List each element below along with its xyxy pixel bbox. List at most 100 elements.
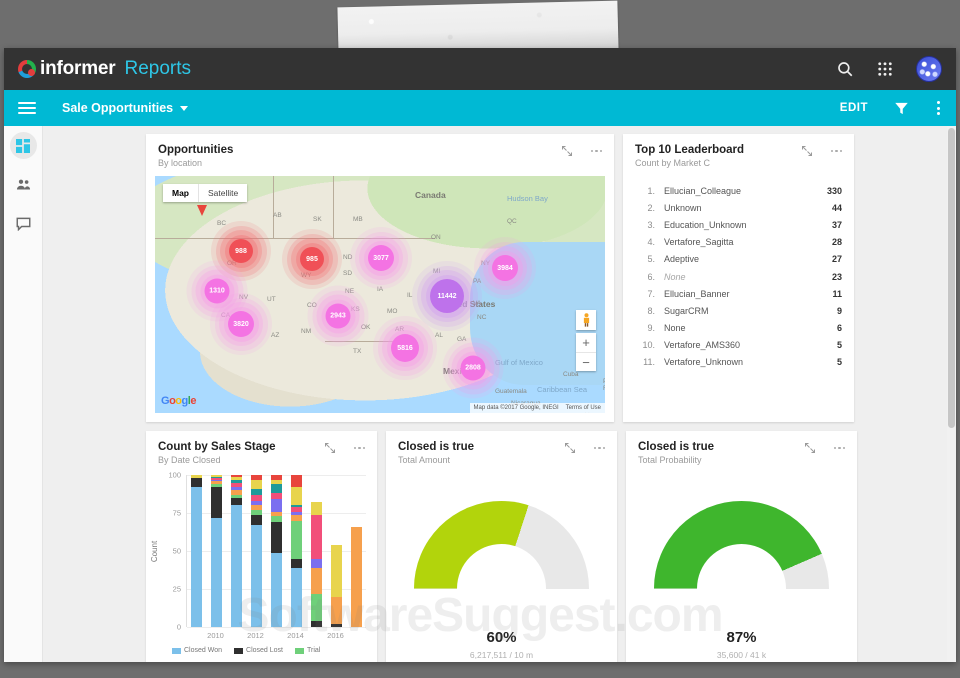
leaderboard-row[interactable]: 2. Unknown 44 [635,199,842,216]
bar-segment [191,475,202,479]
leaderboard-row[interactable]: 10. Vertafore_AMS360 5 [635,337,842,354]
entry-name: Vertafore_AMS360 [664,340,741,351]
card-closed-total-amount: Closed is true Total Amount [386,431,617,662]
leaderboard-row[interactable]: 6. None 23 [635,268,842,285]
map-marker[interactable] [197,205,207,216]
map-cluster[interactable]: 2943 [307,285,369,347]
card-menu-icon[interactable] [590,149,602,153]
expand-icon[interactable] [564,442,576,454]
bar-segment [291,567,302,627]
map-cluster[interactable]: 988 [211,221,271,281]
map-label: Cuba [563,371,579,378]
map-label: MO [387,308,398,315]
bar-segment [211,517,222,627]
map-cluster[interactable]: 3077 [350,227,412,289]
user-avatar[interactable] [916,56,942,82]
cluster-count: 988 [235,247,247,255]
bar-stack[interactable] [331,544,342,627]
card-menu-icon[interactable] [353,446,365,450]
dashboard-selector[interactable]: Sale Opportunities [62,101,189,115]
leaderboard-row[interactable]: 7. Ellucian_Banner 11 [635,285,842,302]
map-cluster[interactable]: 3820 [210,293,272,355]
leaderboard-row[interactable]: 9. None 6 [635,320,842,337]
expand-icon[interactable] [804,442,816,454]
bar-segment [291,514,302,521]
cluster-count: 3984 [497,264,513,272]
map-type-control[interactable]: Map Satellite [163,184,248,202]
legend-item[interactable]: Closed Won [172,647,222,654]
bar-segment [311,567,322,594]
leaderboard-row[interactable]: 4. Vertafore_Sagitta 28 [635,234,842,251]
sidebar-item-dashboards[interactable] [9,132,37,159]
bar-segment [291,505,302,507]
map-cluster[interactable]: 5816 [373,316,437,380]
entry-value: 6 [836,323,842,334]
sidebar-item-messages[interactable] [10,210,37,237]
sidebar-item-users[interactable] [10,171,37,198]
hamburger-menu-icon[interactable] [18,99,36,117]
entry-value: 5 [836,340,842,351]
card-menu-icon[interactable] [833,446,845,450]
app-header: informer Reports [4,48,956,90]
map-terms-link[interactable]: Terms of Use [565,405,601,411]
bar-stack[interactable] [291,475,302,627]
map-cluster[interactable]: 3984 [474,237,536,299]
map-label: SK [313,216,322,223]
pegman-streetview-icon[interactable] [576,310,596,330]
card-menu-icon[interactable] [593,446,605,450]
legend-item[interactable]: Trial [294,647,320,654]
bar-stack[interactable] [271,475,282,627]
bar-segment [251,475,262,480]
zoom-out-button[interactable]: − [576,352,596,371]
map-type-satellite[interactable]: Satellite [198,184,247,202]
search-icon[interactable] [836,60,854,78]
card-menu-icon[interactable] [830,149,842,153]
leaderboard-row[interactable]: 1. Ellucian_Colleague 330 [635,182,842,199]
map-label: ND [343,254,353,261]
pegman-glyph [583,313,589,327]
bar-stack[interactable] [351,526,362,627]
plot-area [186,475,366,628]
leaderboard-row[interactable]: 3. Education_Unknown 37 [635,216,842,233]
edit-button[interactable]: EDIT [839,102,868,114]
bar-segment [251,494,262,501]
zoom-in-button[interactable]: + [582,335,590,350]
filter-icon[interactable] [894,101,909,116]
y-tick: 25 [172,584,181,594]
expand-icon[interactable] [561,145,573,157]
entry-name: Ellucian_Banner [664,288,730,299]
leaderboard-row[interactable]: 5. Adeptive 27 [635,251,842,268]
vertical-scrollbar[interactable] [947,126,956,662]
leaderboard-row[interactable]: 8. SugarCRM 9 [635,302,842,319]
bar-segment [271,484,282,494]
map-cluster[interactable]: 11442 [412,261,482,331]
leaderboard-row[interactable]: 11. Vertafore_Unknown 5 [635,354,842,371]
bar-segment [251,510,262,515]
google-logo: Google [161,395,196,407]
scrollbar-thumb[interactable] [948,128,955,428]
bar-stack[interactable] [211,475,222,627]
legend-item[interactable]: Closed Lost [234,647,283,654]
apps-grid-icon[interactable] [876,60,894,78]
expand-icon[interactable] [801,145,813,157]
expand-icon[interactable] [324,442,336,454]
bar-segment [251,500,262,506]
map-zoom-control[interactable]: + − [576,333,596,371]
bar-stack[interactable] [311,502,322,627]
entry-value: 27 [831,254,842,265]
brand-name: informer [40,58,116,79]
entry-name: Vertafore_Sagitta [664,237,734,248]
map-type-map[interactable]: Map [172,188,189,198]
bar-stack[interactable] [191,475,202,627]
map-cluster[interactable]: 2808 [442,337,504,399]
map-cluster[interactable]: 985 [282,229,342,289]
bar-segment [231,482,242,488]
kebab-menu-icon[interactable] [935,99,942,117]
bar-stack[interactable] [231,475,242,627]
bar-stack[interactable] [251,475,262,627]
rank: 11. [643,357,655,368]
entry-name: Vertafore_Unknown [664,357,744,368]
map-label: QC [507,218,517,225]
map-label: NY [481,260,491,267]
